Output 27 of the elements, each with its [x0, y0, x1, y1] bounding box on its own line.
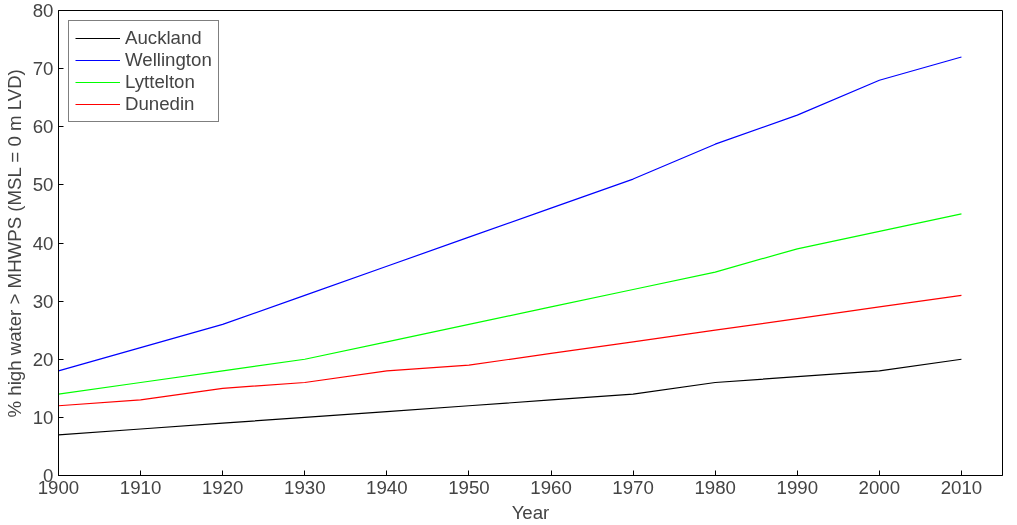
legend-label: Wellington — [125, 49, 212, 71]
x-tick-label: 1930 — [284, 476, 326, 498]
x-axis-title: Year — [511, 501, 550, 523]
x-tick-label: 1950 — [448, 476, 490, 498]
y-tick-label: 70 — [32, 58, 54, 80]
legend-label: Dunedin — [125, 93, 195, 115]
y-tick-label: 30 — [32, 290, 54, 312]
y-tick-label: 10 — [32, 406, 54, 428]
x-tick-label: 1920 — [201, 476, 244, 498]
line-series — [58, 213, 963, 395]
y-tick-label: 80 — [32, 0, 54, 21]
x-tick-label: 2000 — [858, 476, 901, 498]
x-tick-label: 1990 — [776, 476, 819, 498]
y-tick-label: 40 — [32, 232, 54, 254]
x-tick-label: 1980 — [694, 476, 736, 498]
x-tick-label: 1910 — [119, 476, 162, 498]
x-tick-label: 2010 — [940, 476, 983, 498]
y-tick-label: 20 — [32, 348, 54, 370]
line-series — [58, 294, 963, 407]
legend-label: Auckland — [125, 27, 202, 49]
y-axis-title: % high water > MHWPS (MSL = 0 m LVD) — [3, 69, 25, 418]
y-tick-label: 60 — [32, 116, 54, 138]
legend-label: Lyttelton — [125, 71, 195, 93]
x-tick-label: 1940 — [366, 476, 408, 498]
x-tick-label: 1970 — [612, 476, 654, 498]
x-tick-label: 1960 — [530, 476, 572, 498]
y-tick-label: 50 — [32, 174, 54, 196]
